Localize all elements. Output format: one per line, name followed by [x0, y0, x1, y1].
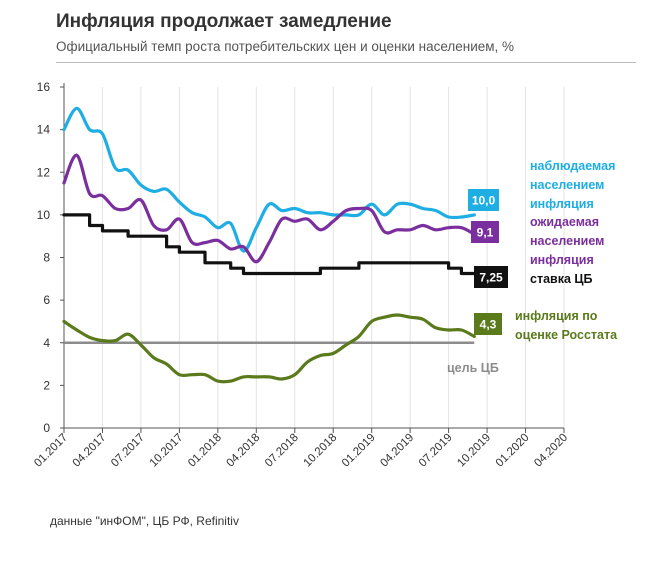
y-axis-tick-labels: 0 2 4 6 8 10 12 14 16: [37, 80, 51, 435]
series-label-observed-inflation: наблюдаемая: [530, 159, 615, 173]
series-line-expected-inflation: [62, 153, 476, 264]
series-label-observed-inflation: населением: [530, 178, 604, 192]
vertical-gridlines: [63, 87, 565, 428]
end-value-label: 10,0: [472, 194, 496, 208]
x-tick-label: 10.2017: [148, 432, 186, 470]
end-value-badge-observed-inflation: [468, 189, 499, 211]
series-label-rosstat-inflation: инфляция по: [515, 309, 598, 323]
x-tick-label: 04.2020: [532, 432, 570, 470]
y-tick-label: 6: [43, 293, 50, 307]
x-tick-label: 01.2020: [494, 432, 532, 470]
x-tick-label: 04.2018: [225, 432, 263, 470]
series-label-expected-inflation: инфляция: [530, 253, 594, 267]
y-tick-label: 0: [43, 421, 50, 435]
end-value-label: 4,3: [480, 318, 497, 332]
series-label-rosstat-inflation: оценке Росстата: [515, 328, 618, 342]
series-line-key-rate: [62, 213, 476, 276]
title-divider: [56, 62, 636, 63]
chart-subtitle: Официальный темп роста потребительских ц…: [56, 39, 515, 54]
chart-title: Инфляция продолжает замедление: [56, 11, 392, 32]
series-label-expected-inflation: населением: [530, 234, 604, 248]
series-label-expected-inflation: ожидаемая: [530, 215, 599, 229]
series-labels: 10,0 наблюдаемая населением инфляция 9,1 ожид…: [468, 159, 618, 342]
series-label-key-rate: ставка ЦБ: [530, 272, 593, 286]
x-tick-label: 04.2019: [378, 432, 416, 470]
x-tick-label: 01.2017: [32, 432, 70, 470]
x-tick-label: 07.2019: [417, 432, 455, 470]
end-value-badge-key-rate: [474, 266, 508, 288]
x-tick-label: 10.2018: [301, 432, 339, 470]
end-value-label: 9,1: [477, 226, 494, 240]
y-tick-label: 2: [43, 378, 50, 392]
x-tick-label: 07.2017: [109, 432, 147, 470]
x-tick-label: 10.2019: [455, 432, 493, 470]
axes: [60, 83, 565, 433]
end-value-label: 7,25: [479, 271, 503, 285]
y-tick-label: 10: [37, 208, 51, 222]
series-line-rosstat-inflation: [62, 313, 476, 384]
x-tick-label: 04.2017: [71, 432, 109, 470]
reference-lines: цель ЦБ: [64, 341, 499, 375]
y-tick-label: 14: [37, 123, 51, 137]
reference-line-label: цель ЦБ: [447, 361, 499, 375]
x-tick-label: 01.2019: [340, 432, 378, 470]
y-tick-label: 4: [43, 336, 50, 350]
data-source-note: данные "инФОМ", ЦБ РФ, Refinitiv: [50, 514, 239, 528]
x-tick-label: 01.2018: [186, 432, 224, 470]
x-axis-tick-labels: 01.2017 04.2017 07.2017 10.2017 01.2018 04.20…: [32, 432, 570, 470]
y-tick-label: 12: [37, 165, 51, 179]
end-value-badge-rosstat-inflation: [474, 313, 502, 335]
x-tick-label: 07.2018: [263, 432, 301, 470]
series-label-observed-inflation: инфляция: [530, 197, 594, 211]
series-lines: [62, 106, 476, 384]
end-value-badge-expected-inflation: [471, 221, 499, 243]
y-tick-label: 16: [37, 80, 51, 94]
y-tick-label: 8: [43, 251, 50, 265]
series-line-observed-inflation: [62, 106, 476, 253]
